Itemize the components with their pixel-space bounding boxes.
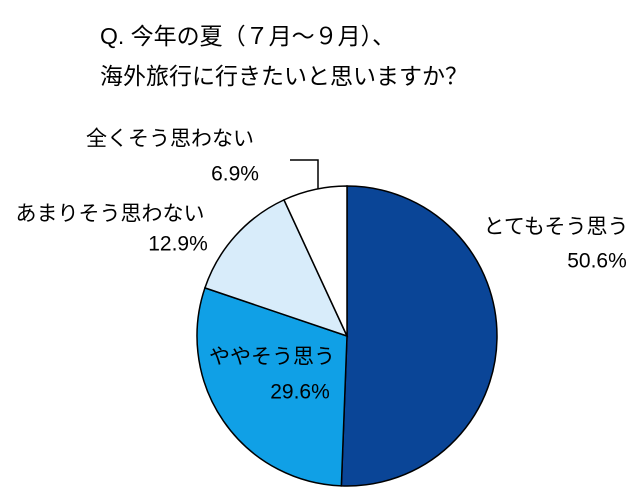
slice-label: とてもそう思う <box>484 216 629 239</box>
slice-label: ややそう思う <box>209 346 335 369</box>
chart-title: Q. 今年の夏（７月～９月）、 <box>100 23 395 49</box>
chart-title: 海外旅行に行きたいと思いますか？ <box>100 63 468 89</box>
value-label: 12.9% <box>148 233 208 256</box>
pie-slice <box>340 185 498 487</box>
pie-slice <box>282 185 348 337</box>
value-label: 29.6% <box>270 381 330 404</box>
pie-slice <box>203 198 349 338</box>
leader-line <box>290 159 319 200</box>
slice-label: 全くそう思わない <box>86 128 254 151</box>
value-label: 50.6% <box>567 250 627 273</box>
pie-slice <box>196 286 348 487</box>
value-label: 6.9% <box>211 163 259 186</box>
slice-label: あまりそう思わない <box>16 203 205 226</box>
